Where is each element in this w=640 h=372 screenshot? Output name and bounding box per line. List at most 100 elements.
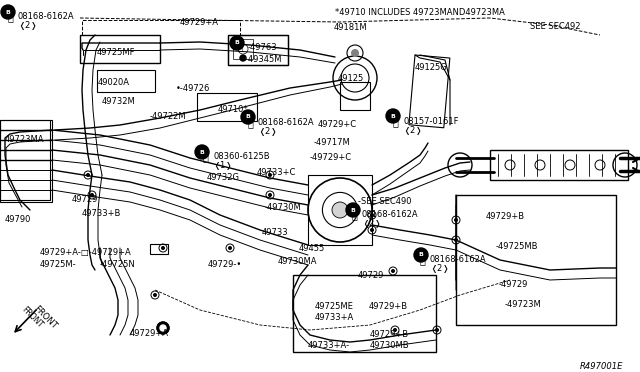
Circle shape: [157, 322, 169, 334]
Text: ❬2❭: ❬2❭: [362, 219, 381, 228]
Text: 49729-•: 49729-•: [208, 260, 243, 269]
Text: 49729: 49729: [72, 195, 99, 204]
Text: 08168-6162A: 08168-6162A: [18, 12, 75, 21]
Text: Ⓑ: Ⓑ: [393, 117, 399, 127]
Text: •-49726: •-49726: [176, 84, 211, 93]
Text: Ⓑ: Ⓑ: [248, 118, 254, 128]
Text: Ⓑ: Ⓑ: [8, 12, 14, 22]
Circle shape: [268, 173, 272, 177]
Text: 49729: 49729: [358, 271, 385, 280]
Text: •-49345M: •-49345M: [241, 55, 282, 64]
Bar: [0, 120, 52, 202]
Text: *49710 INCLUDES 49723MAND49723MA: *49710 INCLUDES 49723MAND49723MA: [335, 8, 505, 17]
Text: 49732G: 49732G: [207, 173, 240, 182]
Text: -49729+C: -49729+C: [310, 153, 352, 162]
Text: 49729+A: 49729+A: [180, 18, 219, 27]
Circle shape: [393, 328, 397, 332]
Text: -49722M: -49722M: [150, 112, 187, 121]
Circle shape: [435, 328, 439, 332]
Circle shape: [414, 248, 428, 262]
Text: -49730M: -49730M: [265, 203, 301, 212]
Text: -49725N: -49725N: [100, 260, 136, 269]
Bar: [233, 39, 253, 59]
Circle shape: [454, 238, 458, 242]
Circle shape: [332, 202, 348, 218]
Text: 49729+B: 49729+B: [369, 302, 408, 311]
Bar: [80, 35, 160, 63]
Text: B: B: [235, 41, 239, 45]
Text: 49125: 49125: [338, 74, 364, 83]
Text: -49725MB: -49725MB: [496, 242, 538, 251]
Text: 49729+A-□-49729+A: 49729+A-□-49729+A: [40, 248, 132, 257]
Bar: [409, 55, 450, 128]
Bar: [197, 93, 257, 121]
Circle shape: [268, 193, 272, 197]
Text: B: B: [246, 115, 250, 119]
Text: ❬2❭: ❬2❭: [258, 127, 277, 136]
Text: ❬2❭: ❬2❭: [403, 126, 422, 135]
Bar: [456, 195, 616, 325]
Text: B: B: [200, 150, 204, 154]
Text: 49733+C: 49733+C: [257, 168, 296, 177]
Text: 49729+C: 49729+C: [318, 120, 357, 129]
Text: -49729: -49729: [499, 280, 529, 289]
Text: 08168-6162A: 08168-6162A: [430, 255, 486, 264]
Circle shape: [454, 218, 458, 222]
Text: R497001E: R497001E: [580, 362, 623, 371]
Circle shape: [86, 173, 90, 177]
Text: B: B: [419, 253, 424, 257]
Text: 49020A: 49020A: [98, 78, 130, 87]
Text: Ⓐ: Ⓐ: [238, 43, 243, 52]
Text: -SEE SEC490: -SEE SEC490: [358, 197, 412, 206]
Text: 49733+A: 49733+A: [315, 313, 355, 322]
Text: 49732M: 49732M: [102, 97, 136, 106]
Circle shape: [153, 293, 157, 297]
Text: -49723M: -49723M: [505, 300, 541, 309]
Circle shape: [161, 246, 165, 250]
Text: Ⓑ: Ⓑ: [203, 152, 209, 162]
Circle shape: [370, 228, 374, 232]
Text: FRONT: FRONT: [32, 304, 59, 330]
Text: 08168-6162A: 08168-6162A: [362, 210, 419, 219]
Circle shape: [160, 325, 166, 331]
Bar: [0, 120, 50, 200]
Bar: [150, 244, 168, 254]
Text: 49729+B: 49729+B: [370, 330, 409, 339]
Circle shape: [386, 109, 400, 123]
Text: ❬2❭: ❬2❭: [18, 21, 37, 30]
Bar: [228, 35, 288, 65]
Text: FRONT: FRONT: [20, 305, 44, 329]
Text: Ⓑ: Ⓑ: [420, 255, 426, 265]
Text: 49723MA: 49723MA: [5, 135, 45, 144]
Text: SEE SEC492: SEE SEC492: [530, 22, 580, 31]
Text: ❬2❭: ❬2❭: [430, 264, 449, 273]
Circle shape: [391, 269, 395, 273]
Bar: [308, 175, 372, 245]
Circle shape: [346, 203, 360, 217]
Text: 49725ME: 49725ME: [315, 302, 354, 311]
Text: 49730MA: 49730MA: [278, 257, 317, 266]
Text: 49725MF: 49725MF: [97, 48, 136, 57]
Text: B: B: [351, 208, 355, 212]
Text: -49717M: -49717M: [314, 138, 351, 147]
Bar: [97, 70, 155, 92]
Circle shape: [195, 145, 209, 159]
Circle shape: [240, 55, 246, 61]
Text: B: B: [6, 10, 10, 15]
Circle shape: [228, 246, 232, 250]
Circle shape: [241, 110, 255, 124]
Bar: [293, 275, 436, 352]
Text: 49733: 49733: [262, 228, 289, 237]
Text: 08360-6125B: 08360-6125B: [213, 152, 269, 161]
Text: -49763: -49763: [248, 43, 278, 52]
Text: 49725M-: 49725M-: [40, 260, 77, 269]
Text: 49729+B: 49729+B: [486, 212, 525, 221]
Text: 49710*: 49710*: [218, 105, 248, 114]
Circle shape: [1, 5, 15, 19]
Text: 49730MB: 49730MB: [370, 341, 410, 350]
Circle shape: [351, 49, 359, 57]
Text: 49455: 49455: [299, 244, 325, 253]
Text: 08157-0161F: 08157-0161F: [403, 117, 458, 126]
Text: Ⓑ: Ⓑ: [352, 210, 358, 220]
Bar: [490, 150, 628, 180]
